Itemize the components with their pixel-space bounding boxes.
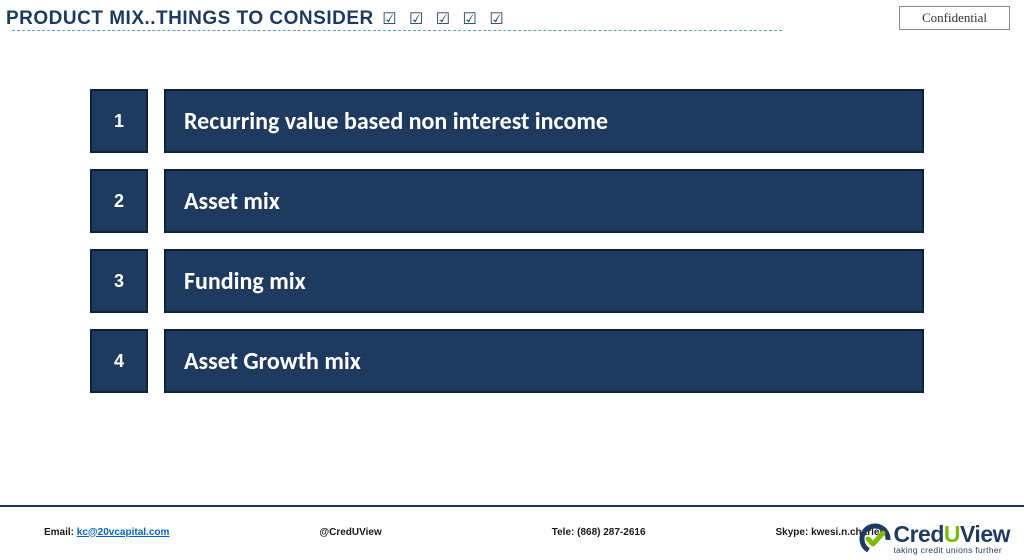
items-list: 1 Recurring value based non interest inc… (0, 31, 1024, 393)
footer-twitter: @CredUView (319, 527, 381, 538)
item-label: Recurring value based non interest incom… (164, 89, 924, 153)
title-underline (12, 30, 782, 31)
item-label: Funding mix (164, 249, 924, 313)
item-label: Asset Growth mix (164, 329, 924, 393)
item-number: 2 (90, 169, 148, 233)
item-label: Asset mix (164, 169, 924, 233)
footer: Email: kc@20vcapital.com @CredUView Tele… (0, 505, 1024, 557)
item-number: 1 (90, 89, 148, 153)
footer-email-link[interactable]: kc@20vcapital.com (77, 527, 170, 538)
footer-tele: Tele: (868) 287-2616 (552, 527, 646, 538)
list-item: 3 Funding mix (90, 249, 964, 313)
slide-title: PRODUCT MIX..THINGS TO CONSIDER (6, 8, 374, 29)
logo-mark-icon (859, 523, 891, 555)
item-number: 3 (90, 249, 148, 313)
confidential-badge: Confidential (899, 6, 1010, 30)
footer-email-label: Email: (44, 527, 77, 538)
footer-email: Email: kc@20vcapital.com (44, 527, 169, 538)
logo-tagline: taking credit unions further (893, 546, 1010, 555)
logo-wordmark: CredUView (893, 523, 1010, 546)
title-checkmarks: ☑ ☑ ☑ ☑ ☑ (382, 11, 508, 28)
list-item: 4 Asset Growth mix (90, 329, 964, 393)
list-item: 2 Asset mix (90, 169, 964, 233)
list-item: 1 Recurring value based non interest inc… (90, 89, 964, 153)
logo: CredUView taking credit unions further (859, 523, 1010, 555)
item-number: 4 (90, 329, 148, 393)
